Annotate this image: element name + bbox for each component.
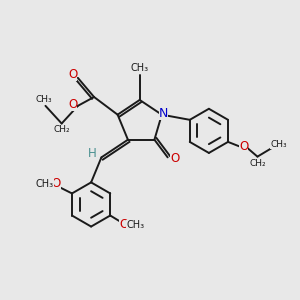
Text: O: O [119,218,129,231]
Text: CH₂: CH₂ [249,159,266,168]
Text: CH₃: CH₃ [35,179,54,189]
Text: CH₃: CH₃ [270,140,287,149]
Text: CH₂: CH₂ [53,125,70,134]
Text: H: H [88,147,96,160]
Text: N: N [159,107,168,120]
Text: O: O [68,98,77,111]
Text: CH₃: CH₃ [130,63,149,74]
Text: O: O [52,177,61,190]
Text: CH₃: CH₃ [36,95,52,104]
Text: O: O [68,68,77,81]
Text: CH₃: CH₃ [126,220,144,230]
Text: O: O [170,152,180,165]
Text: O: O [239,140,248,153]
